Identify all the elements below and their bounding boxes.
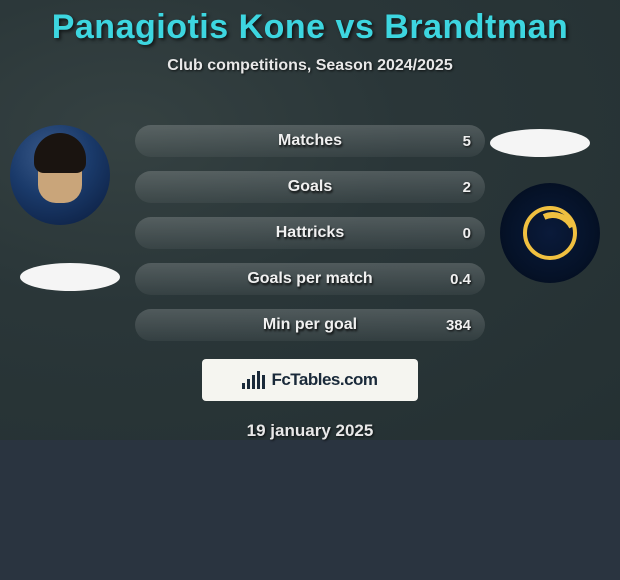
club-left-badge: [20, 263, 120, 291]
comparison-title: Panagiotis Kone vs Brandtman: [0, 8, 620, 47]
bar-icon: [242, 383, 245, 389]
stat-row: Hattricks 0: [135, 217, 485, 249]
stat-label: Hattricks: [276, 224, 344, 242]
stat-label: Matches: [278, 132, 342, 150]
snapshot-date: 19 january 2025: [0, 421, 620, 441]
bar-icon: [262, 375, 265, 389]
bars-icon: [242, 371, 265, 389]
stat-label: Goals per match: [247, 270, 372, 288]
club-right-badge: [490, 129, 590, 157]
stat-label: Goals: [288, 178, 332, 196]
bar-icon: [252, 375, 255, 389]
stat-value-right: 5: [463, 133, 471, 150]
comparison-body: Matches 5 Goals 2 Hattricks 0 Goals per match 0…: [0, 105, 620, 355]
comparison-subtitle: Club competitions, Season 2024/2025: [0, 57, 620, 75]
stat-row: Goals per match 0.4: [135, 263, 485, 295]
fctables-logo[interactable]: FcTables.com: [202, 359, 418, 401]
stat-value-right: 0.4: [450, 271, 471, 288]
stat-row: Goals 2: [135, 171, 485, 203]
bar-icon: [257, 371, 260, 389]
stat-value-right: 0: [463, 225, 471, 242]
stat-label: Min per goal: [263, 316, 357, 334]
bar-icon: [247, 379, 250, 389]
stats-list: Matches 5 Goals 2 Hattricks 0 Goals per match 0…: [135, 125, 485, 355]
stat-value-right: 384: [446, 317, 471, 334]
player-right-avatar: [500, 183, 600, 283]
mariners-crest-icon: [523, 206, 577, 260]
stat-value-right: 2: [463, 179, 471, 196]
stat-row: Min per goal 384: [135, 309, 485, 341]
stat-row: Matches 5: [135, 125, 485, 157]
card-container: Panagiotis Kone vs Brandtman Club compet…: [0, 0, 620, 441]
logo-text: FcTables.com: [271, 370, 377, 390]
player-left-avatar: [10, 125, 110, 225]
